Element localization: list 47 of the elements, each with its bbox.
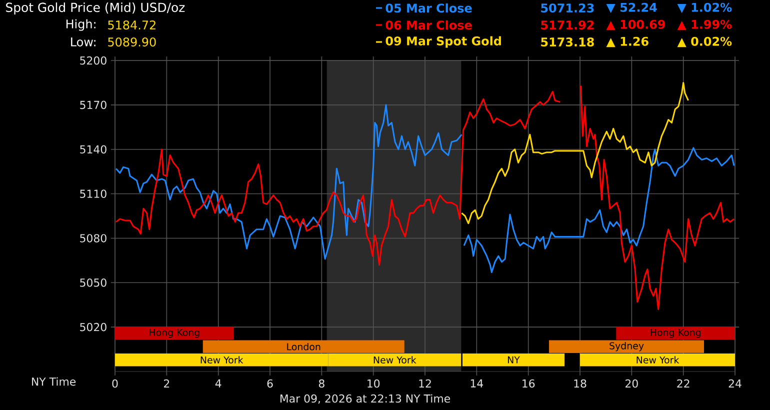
y-tick-label: 5170 (80, 100, 106, 110)
text: Low: (71, 38, 96, 46)
chart-title: Spot Gold Price (Mid) USD/oz (6, 2, 185, 15)
band-label: New York (636, 356, 680, 364)
text: Mar 09, 2026 at 22:13 NY Time (280, 394, 450, 404)
x-tick-label: 4 (215, 379, 222, 388)
x-tick-label: 24 (728, 379, 742, 388)
band-label: Hong Kong (650, 328, 701, 338)
x-tick-label: 22 (677, 379, 690, 388)
x-tick-label: 2 (164, 379, 170, 388)
x-tick-label: 14 (470, 379, 484, 388)
text: ▲ 1.99% (677, 20, 732, 30)
text: High: (66, 19, 96, 31)
band-label: Hong Kong (150, 328, 200, 338)
legend-label: 09 Mar Spot Gold (386, 36, 501, 48)
text: ▲ 0.02% (677, 36, 732, 48)
x-tick-label: 18 (574, 379, 586, 388)
y-tick-label: 5140 (80, 145, 106, 154)
text: 5071.23 (541, 3, 594, 13)
text: 5171.92 (541, 20, 594, 30)
band-label: Sydney (610, 342, 644, 352)
y-tick-label: 5110 (80, 190, 106, 198)
text: ▲ 1.26 (606, 36, 648, 48)
text: ▼ 1.02% (677, 2, 732, 14)
text: 5089.90 (108, 37, 156, 47)
legend-label: 06 Mar Close (386, 20, 472, 30)
x-tick-label: 8 (318, 379, 324, 388)
x-tick-label: 10 (368, 379, 380, 388)
y-tick-label: 5200 (80, 56, 106, 65)
text: 5173.18 (541, 37, 594, 47)
text: ▲ 100.69 (606, 20, 665, 30)
x-tick-label: 6 (267, 379, 273, 388)
band-label: New York (374, 356, 416, 364)
x-tick-label: 12 (419, 379, 431, 388)
y-tick-label: 5050 (80, 278, 106, 287)
y-tick-label: 5020 (80, 322, 106, 332)
x-tick-label: 0 (112, 379, 118, 388)
x-tick-label: 20 (626, 379, 638, 388)
x-axis-title: NY Time (32, 377, 76, 386)
text: 5184.72 (108, 20, 156, 30)
band-label: NY (508, 356, 520, 364)
x-tick-label: 16 (522, 379, 535, 388)
band-label: New York (200, 356, 244, 364)
text: ▼ 52.24 (606, 2, 657, 14)
legend-label: 05 Mar Close (386, 3, 472, 13)
y-tick-label: 5080 (80, 234, 106, 242)
band-label: London (287, 342, 320, 350)
